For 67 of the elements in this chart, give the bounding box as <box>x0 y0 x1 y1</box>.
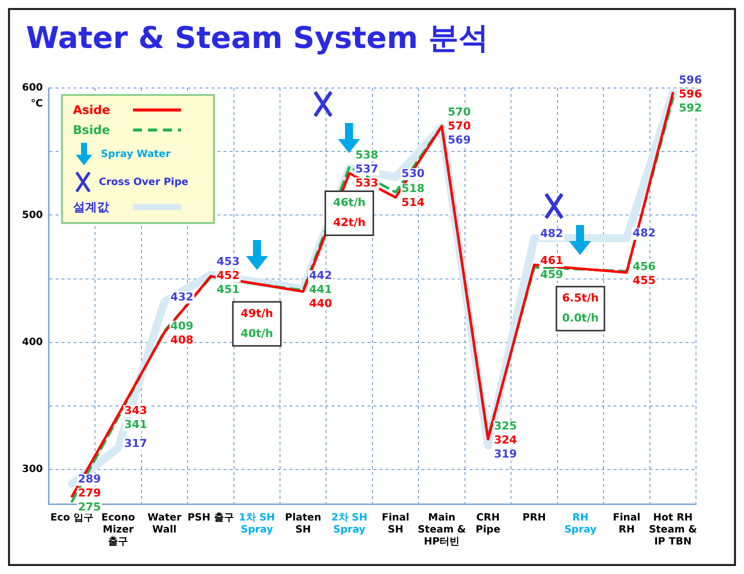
data-label: 409 <box>170 320 194 333</box>
data-label: 456 <box>632 260 656 273</box>
legend-label: 설계값 <box>72 198 110 216</box>
data-label: 537 <box>355 162 378 176</box>
annotation: Cross Over Pipe <box>98 176 188 188</box>
data-label: 275 <box>78 500 101 514</box>
data-label: 341 <box>124 418 148 431</box>
x-tick-label: Econo Mizer 출구 <box>101 512 136 548</box>
y-tick-label: 300 <box>22 464 43 476</box>
x-tick-label: Main Steam & HP터빈 <box>418 512 466 548</box>
data-label: 518 <box>402 182 425 196</box>
x-tick-label: Eco 입구 <box>50 512 94 524</box>
data-label: 538 <box>355 148 378 162</box>
data-label: 343 <box>124 404 148 417</box>
x-tick-label: Platen SH <box>285 512 322 536</box>
data-label: 452 <box>216 269 240 282</box>
data-label: 459 <box>540 268 564 281</box>
data-label: 432 <box>170 290 194 304</box>
data-label: 441 <box>309 283 332 296</box>
x-tick-label: CRH Pipe <box>476 512 501 536</box>
data-label: 482 <box>632 226 656 240</box>
data-label: 324 <box>494 434 518 447</box>
x-tick-label: Water Wall <box>147 512 182 536</box>
annotation: 46t/h <box>333 196 366 210</box>
data-label: 461 <box>540 254 564 267</box>
annotation: 49t/h <box>240 306 274 320</box>
data-label: 570 <box>448 119 472 132</box>
chart-title: Water & Steam System 분석 <box>26 20 488 58</box>
data-label: 453 <box>216 255 240 268</box>
annotation: Spray Water <box>100 148 171 160</box>
data-label: 289 <box>78 472 101 486</box>
data-label: 592 <box>678 102 702 115</box>
x-tick-label: Final RH <box>612 512 640 536</box>
data-label: 570 <box>448 105 472 118</box>
annotation: 42t/h <box>333 216 366 230</box>
data-label: 442 <box>309 269 332 282</box>
data-label: 596 <box>678 74 702 87</box>
x-tick-label: 2차 SH Spray <box>331 512 368 536</box>
data-label: 455 <box>632 274 656 287</box>
y-tick-label: 600 <box>22 82 43 94</box>
data-label: 279 <box>78 486 101 500</box>
data-label: 530 <box>402 166 425 180</box>
legend-label: Bside <box>72 123 111 137</box>
data-label: 596 <box>678 88 702 101</box>
data-label: 482 <box>540 227 564 240</box>
y-axis-title: ℃ <box>30 98 43 110</box>
annotation: 0.0t/h <box>562 312 599 325</box>
annotation: 40t/h <box>240 326 274 340</box>
data-label: 514 <box>402 196 425 210</box>
data-label: 319 <box>494 448 517 461</box>
data-label: 440 <box>309 297 332 310</box>
y-tick-label: 400 <box>22 337 43 348</box>
x-tick-label: Hot RH Steam & IP TBN <box>648 512 698 548</box>
legend-label: Aside <box>72 103 112 117</box>
x-tick-label: PRH <box>522 512 546 524</box>
x-tick-label: RH Spray <box>564 512 598 536</box>
data-label: 533 <box>355 176 378 190</box>
annotation: 6.5t/h <box>562 292 599 305</box>
data-label: 451 <box>216 283 240 296</box>
data-label: 325 <box>494 420 517 433</box>
data-label: 317 <box>124 437 148 450</box>
data-label: 408 <box>170 334 194 347</box>
x-tick-label: Final SH <box>382 512 410 536</box>
x-tick-label: 1차 SH Spray <box>238 512 275 536</box>
y-tick-label: 500 <box>22 210 43 221</box>
data-label: 569 <box>448 133 471 146</box>
x-tick-label: PSH 출구 <box>187 512 234 524</box>
